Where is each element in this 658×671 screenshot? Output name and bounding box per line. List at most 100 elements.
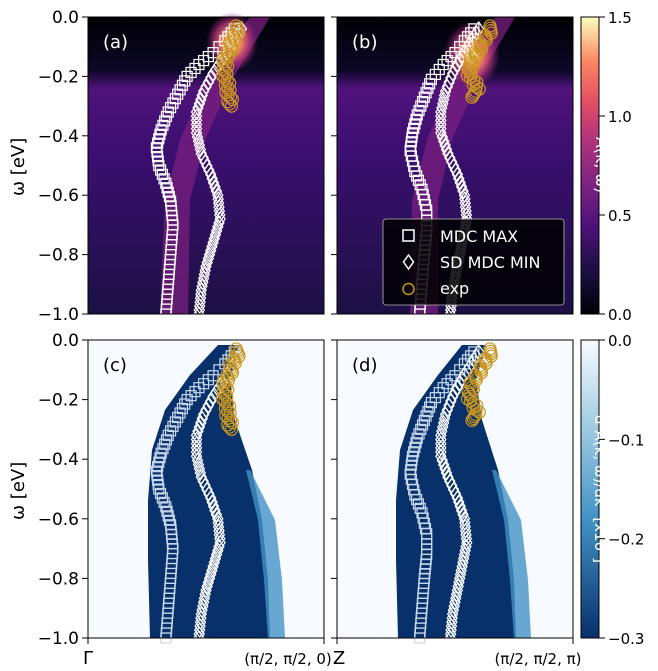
sd-mdc-min-marker	[204, 489, 217, 506]
sd-mdc-min-marker	[190, 120, 203, 137]
exp-marker	[222, 50, 236, 64]
sd-mdc-min-marker	[437, 133, 450, 150]
y-tick-label: −0.6	[38, 510, 79, 530]
sd-mdc-min-marker	[451, 56, 464, 73]
sd-mdc-min-marker	[210, 506, 223, 523]
sd-mdc-min-marker	[435, 431, 447, 448]
sd-mdc-min-marker	[444, 625, 457, 643]
sd-mdc-min-marker	[197, 270, 210, 287]
sd-mdc-min-marker	[204, 566, 217, 583]
colorbar-top-label: A(k, ω)	[592, 137, 611, 193]
sd-mdc-min-marker	[193, 622, 206, 639]
colorbar-bottom: d²A(k, ω)/dk² [x10³] 0.0 −0.1 −0.2 −0.3	[580, 332, 644, 648]
x-tick-label-b-right: (π/2, π/2, π)	[494, 650, 581, 668]
legend-box	[382, 218, 565, 306]
sd-mdc-min-marker	[207, 234, 219, 251]
sd-mdc-min-marker	[444, 302, 457, 319]
exp-marker	[470, 398, 484, 413]
sd-mdc-min-marker	[190, 108, 203, 125]
sd-mdc-min-marker	[204, 393, 217, 410]
sd-mdc-min-marker	[190, 427, 203, 444]
exp-marker	[221, 95, 235, 109]
colorbar-top: A(k, ω) 1.5 1.0 0.5 0.0	[580, 9, 632, 324]
sd-mdc-min-marker	[456, 47, 468, 64]
sd-mdc-min-marker	[197, 406, 210, 423]
sd-mdc-min-marker	[213, 538, 225, 555]
sd-mdc-min-marker	[213, 214, 225, 231]
sd-mdc-min-marker	[210, 546, 223, 563]
legend-label-exp: exp	[440, 279, 469, 298]
x-tick-label-a-right: (π/2, π/2, 0)	[244, 650, 332, 668]
exp-marker	[223, 97, 237, 111]
sd-mdc-min-marker	[435, 448, 447, 465]
sd-mdc-min-marker	[198, 266, 211, 283]
panel-b-label: (b)	[352, 32, 377, 53]
sd-mdc-min-marker	[190, 431, 203, 448]
sd-mdc-min-marker	[194, 141, 207, 158]
mdc-max-marker	[189, 386, 201, 398]
panel-d: (d)	[336, 339, 574, 647]
panel-d-label: (d)	[352, 355, 377, 376]
sd-mdc-min-marker	[193, 418, 206, 436]
colorbar-tick-label: 1.5	[608, 9, 632, 27]
sd-mdc-min-marker	[209, 226, 222, 243]
sd-mdc-min-marker	[202, 250, 215, 267]
exp-marker	[224, 99, 239, 113]
sd-mdc-min-marker	[451, 489, 464, 506]
sd-mdc-min-marker	[439, 406, 452, 423]
exp-marker	[465, 380, 479, 394]
sd-mdc-min-marker	[457, 183, 469, 200]
sd-mdc-min-marker	[213, 203, 226, 220]
sd-mdc-min-marker	[436, 95, 449, 112]
sd-mdc-min-marker	[450, 590, 462, 607]
x-tick-label-gamma: Γ	[83, 648, 93, 669]
y-tick-label: −0.4	[38, 450, 79, 470]
sd-mdc-min-marker	[212, 218, 224, 235]
exp-marker	[466, 88, 480, 102]
sd-mdc-min-marker	[455, 502, 468, 519]
sd-mdc-min-marker	[207, 498, 220, 515]
sd-mdc-min-marker	[204, 242, 217, 259]
mdc-max-marker	[193, 382, 205, 394]
sd-mdc-min-marker	[193, 298, 206, 315]
sd-mdc-min-marker	[208, 554, 220, 571]
sd-mdc-min-marker	[450, 586, 463, 603]
panel-c-label: (c)	[103, 355, 127, 376]
colorbar-tick-label: 1.0	[608, 108, 632, 126]
sd-mdc-min-marker	[449, 162, 462, 179]
sd-mdc-min-marker	[197, 83, 210, 100]
exp-marker	[465, 57, 479, 71]
sd-mdc-min-marker	[453, 574, 465, 591]
y-tick-label: −1.0	[38, 629, 79, 649]
sd-mdc-min-marker	[460, 203, 472, 220]
exp-marker	[467, 86, 482, 100]
sd-mdc-min-marker	[435, 108, 447, 125]
sd-mdc-min-marker	[200, 258, 212, 275]
colorbar-tick-label: −0.3	[608, 630, 644, 648]
exp-marker	[219, 409, 233, 423]
y-tick-label: −0.2	[38, 67, 79, 87]
sd-mdc-min-marker	[196, 87, 208, 104]
sd-mdc-min-marker	[461, 534, 473, 551]
sd-mdc-min-marker	[208, 230, 220, 247]
sd-mdc-min-marker	[201, 254, 213, 271]
panel-d-frame	[336, 339, 574, 639]
sd-mdc-min-marker	[445, 622, 457, 639]
colorbar-bottom-gradient	[580, 339, 600, 639]
sd-mdc-min-marker	[444, 629, 457, 647]
colorbar-tick-label: −0.1	[608, 431, 644, 449]
sd-mdc-min-marker	[209, 550, 222, 567]
exp-marker	[467, 409, 482, 424]
sd-mdc-min-marker	[460, 538, 472, 555]
y-tick-label: −0.4	[38, 127, 79, 147]
sd-mdc-min-marker	[193, 95, 206, 112]
mdc-max-marker	[193, 58, 205, 71]
colorbar-tick-label: 0.0	[608, 332, 632, 350]
sd-mdc-min-marker	[190, 124, 203, 141]
y-axes: 0.0 −0.2 −0.4 −0.6 −0.8 −1.0 0.0 −0.2 −0.4 −0.6 −0…	[38, 8, 337, 649]
sd-mdc-min-marker	[441, 78, 454, 95]
sd-mdc-min-marker	[457, 554, 469, 571]
colorbar-bottom-label: d²A(k, ω)/dk² [x10³]	[591, 415, 609, 563]
sd-mdc-min-marker	[206, 170, 218, 187]
sd-mdc-min-marker	[449, 594, 461, 611]
